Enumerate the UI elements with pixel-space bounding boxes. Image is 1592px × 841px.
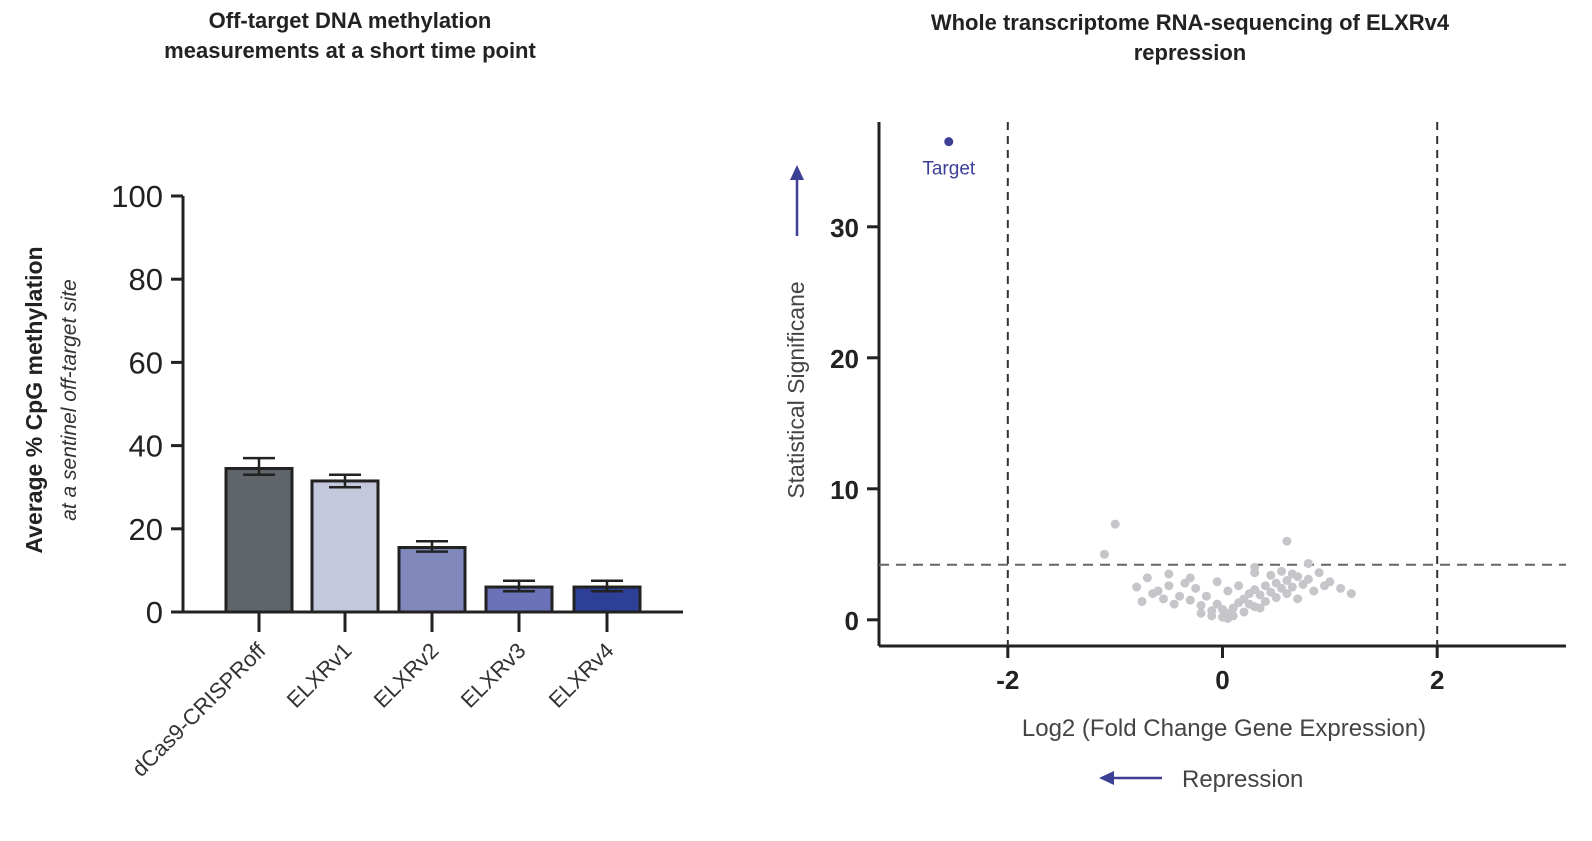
gene-point	[1260, 581, 1270, 591]
gene-point	[1287, 582, 1297, 592]
gene-point	[1282, 536, 1292, 546]
gene-point	[1099, 549, 1109, 559]
gene-point	[1282, 576, 1292, 585]
gene-point	[1148, 589, 1158, 599]
right-chart-title-line-2: repression	[1133, 40, 1247, 65]
gene-point	[1132, 582, 1142, 592]
gene-point	[1303, 558, 1313, 568]
y-tick-label: 30	[830, 213, 859, 243]
y-axis-title: Average % CpG methylation	[21, 246, 47, 553]
y-tick-label: 20	[129, 512, 163, 547]
gene-point	[1164, 569, 1174, 579]
gene-point	[1266, 570, 1276, 580]
y-tick-label: 10	[830, 475, 859, 505]
gene-point	[1164, 581, 1174, 591]
bar-elxrv1	[310, 479, 380, 614]
gene-point	[1234, 581, 1244, 591]
significance-arrow-head	[790, 165, 804, 180]
gene-point	[1303, 574, 1313, 584]
gene-point	[1137, 596, 1147, 606]
left-chart-title-line-1: Off-target DNA methylation	[208, 8, 492, 33]
gene-point	[1250, 568, 1260, 578]
y-tick-label: 0	[146, 595, 163, 630]
gene-point	[1255, 603, 1265, 613]
x-axis-title: Log2 (Fold Change Gene Expression)	[1022, 715, 1426, 742]
y-axis-title: Statistical Significane	[783, 281, 809, 498]
gene-point	[1255, 590, 1265, 600]
gene-point	[1207, 611, 1217, 621]
gene-point	[1196, 600, 1206, 610]
y-tick-label: 100	[111, 179, 163, 214]
gene-point	[1277, 566, 1287, 576]
gene-point	[1314, 568, 1324, 578]
y-axis-subtitle: at a sentinel off-target site	[58, 279, 81, 521]
gene-point	[1293, 594, 1303, 604]
gene-point	[1282, 589, 1292, 599]
repression-label: Repression	[1182, 766, 1303, 793]
y-tick-label: 40	[129, 429, 163, 464]
x-tick-label: 2	[1430, 665, 1444, 695]
x-tick-label: -2	[996, 665, 1019, 695]
gene-point	[1191, 583, 1201, 593]
gene-point	[1110, 519, 1120, 529]
gene-point	[1271, 593, 1281, 603]
gene-point	[1336, 583, 1346, 593]
gene-point	[1260, 596, 1270, 606]
x-tick-label: 0	[1215, 665, 1229, 695]
gene-point	[1223, 586, 1233, 596]
gene-point	[1346, 589, 1356, 599]
y-tick-label: 0	[845, 606, 859, 636]
gene-point	[1223, 613, 1233, 623]
repression-arrow-head	[1099, 771, 1114, 785]
left-chart-title: Off-target DNA methylation measurements …	[40, 6, 660, 66]
gene-point	[1201, 591, 1211, 601]
y-tick-label: 80	[129, 262, 163, 297]
gene-point	[1244, 599, 1254, 609]
gene-point	[1287, 569, 1297, 579]
target-point	[944, 137, 954, 147]
gene-point	[1185, 595, 1195, 605]
gene-point	[1239, 607, 1249, 617]
y-tick-label: 60	[129, 345, 163, 380]
gene-point	[1212, 577, 1222, 587]
y-tick-label: 20	[830, 344, 859, 374]
gene-point	[1196, 608, 1206, 618]
right-chart-title: Whole transcriptome RNA-sequencing of EL…	[800, 8, 1580, 68]
gene-point	[1169, 599, 1179, 609]
gene-point	[1142, 573, 1152, 583]
gene-point	[1218, 604, 1227, 614]
gene-point	[1319, 581, 1329, 591]
gene-point	[1185, 573, 1195, 583]
gene-point	[1175, 591, 1185, 601]
gene-point	[1158, 594, 1168, 604]
left-chart-title-line-2: measurements at a short time point	[164, 38, 536, 63]
target-label: Target	[922, 159, 976, 180]
gene-point	[1309, 586, 1319, 596]
right-chart-title-line-1: Whole transcriptome RNA-sequencing of EL…	[930, 10, 1450, 35]
